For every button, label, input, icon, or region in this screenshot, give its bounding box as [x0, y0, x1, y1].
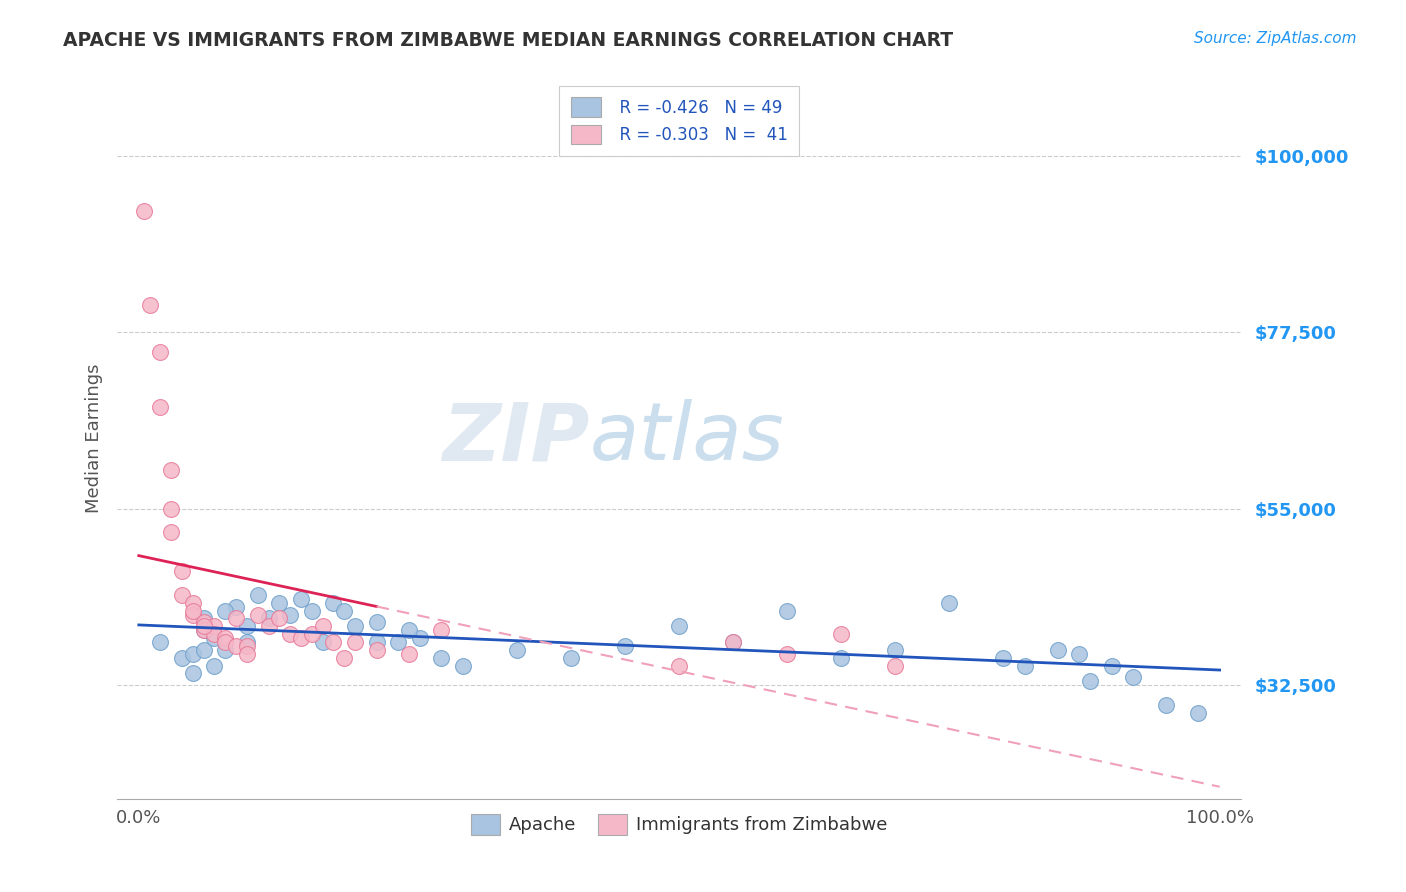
- Point: [170, 650, 193, 665]
- Point: [993, 650, 1015, 665]
- Point: [278, 627, 301, 641]
- Point: [830, 650, 852, 665]
- Point: [668, 619, 690, 633]
- Point: [322, 635, 344, 649]
- Point: [160, 501, 183, 516]
- Point: [225, 611, 247, 625]
- Point: [193, 615, 215, 630]
- Point: [214, 635, 236, 649]
- Point: [1101, 658, 1123, 673]
- Point: [204, 631, 226, 645]
- Point: [366, 635, 388, 649]
- Point: [149, 635, 172, 649]
- Point: [333, 650, 356, 665]
- Point: [366, 615, 388, 630]
- Point: [938, 596, 960, 610]
- Point: [193, 619, 215, 633]
- Point: [193, 611, 215, 625]
- Point: [430, 650, 453, 665]
- Point: [506, 643, 529, 657]
- Point: [246, 588, 269, 602]
- Point: [181, 647, 204, 661]
- Point: [138, 298, 160, 312]
- Point: [257, 611, 280, 625]
- Point: [170, 588, 193, 602]
- Point: [1122, 670, 1144, 684]
- Point: [398, 647, 420, 661]
- Point: [236, 619, 259, 633]
- Point: [409, 631, 432, 645]
- Point: [430, 624, 453, 638]
- Point: [236, 639, 259, 653]
- Point: [451, 658, 474, 673]
- Point: [193, 624, 215, 638]
- Point: [246, 607, 269, 622]
- Point: [214, 604, 236, 618]
- Point: [214, 631, 236, 645]
- Point: [236, 647, 259, 661]
- Point: [225, 639, 247, 653]
- Point: [301, 627, 323, 641]
- Point: [387, 635, 409, 649]
- Point: [149, 344, 172, 359]
- Point: [1046, 643, 1069, 657]
- Point: [269, 596, 291, 610]
- Point: [614, 639, 637, 653]
- Point: [333, 604, 356, 618]
- Point: [160, 462, 183, 476]
- Point: [290, 591, 312, 606]
- Point: [723, 635, 745, 649]
- Point: [723, 635, 745, 649]
- Point: [776, 604, 799, 618]
- Point: [290, 631, 312, 645]
- Point: [160, 525, 183, 540]
- Point: [170, 565, 193, 579]
- Point: [301, 604, 323, 618]
- Point: [398, 624, 420, 638]
- Point: [1069, 647, 1091, 661]
- Point: [269, 611, 291, 625]
- Point: [884, 643, 907, 657]
- Point: [343, 619, 366, 633]
- Point: [311, 619, 333, 633]
- Point: [1078, 674, 1101, 689]
- Point: [236, 635, 259, 649]
- Point: [322, 596, 344, 610]
- Point: [366, 643, 388, 657]
- Text: APACHE VS IMMIGRANTS FROM ZIMBABWE MEDIAN EARNINGS CORRELATION CHART: APACHE VS IMMIGRANTS FROM ZIMBABWE MEDIA…: [63, 31, 953, 50]
- Point: [1154, 698, 1177, 712]
- Point: [204, 627, 226, 641]
- Legend: Apache, Immigrants from Zimbabwe: Apache, Immigrants from Zimbabwe: [463, 805, 897, 844]
- Text: atlas: atlas: [589, 399, 785, 477]
- Point: [149, 400, 172, 414]
- Point: [181, 604, 204, 618]
- Point: [193, 624, 215, 638]
- Point: [225, 599, 247, 614]
- Point: [181, 607, 204, 622]
- Point: [257, 619, 280, 633]
- Point: [884, 658, 907, 673]
- Text: ZIP: ZIP: [441, 399, 589, 477]
- Point: [204, 619, 226, 633]
- Point: [311, 635, 333, 649]
- Point: [668, 658, 690, 673]
- Point: [1187, 706, 1209, 720]
- Point: [193, 643, 215, 657]
- Point: [560, 650, 582, 665]
- Point: [278, 607, 301, 622]
- Point: [181, 596, 204, 610]
- Point: [204, 658, 226, 673]
- Y-axis label: Median Earnings: Median Earnings: [86, 363, 103, 513]
- Point: [134, 203, 156, 218]
- Point: [181, 666, 204, 681]
- Point: [776, 647, 799, 661]
- Point: [830, 627, 852, 641]
- Point: [1014, 658, 1036, 673]
- Point: [214, 643, 236, 657]
- Text: Source: ZipAtlas.com: Source: ZipAtlas.com: [1194, 31, 1357, 46]
- Point: [343, 635, 366, 649]
